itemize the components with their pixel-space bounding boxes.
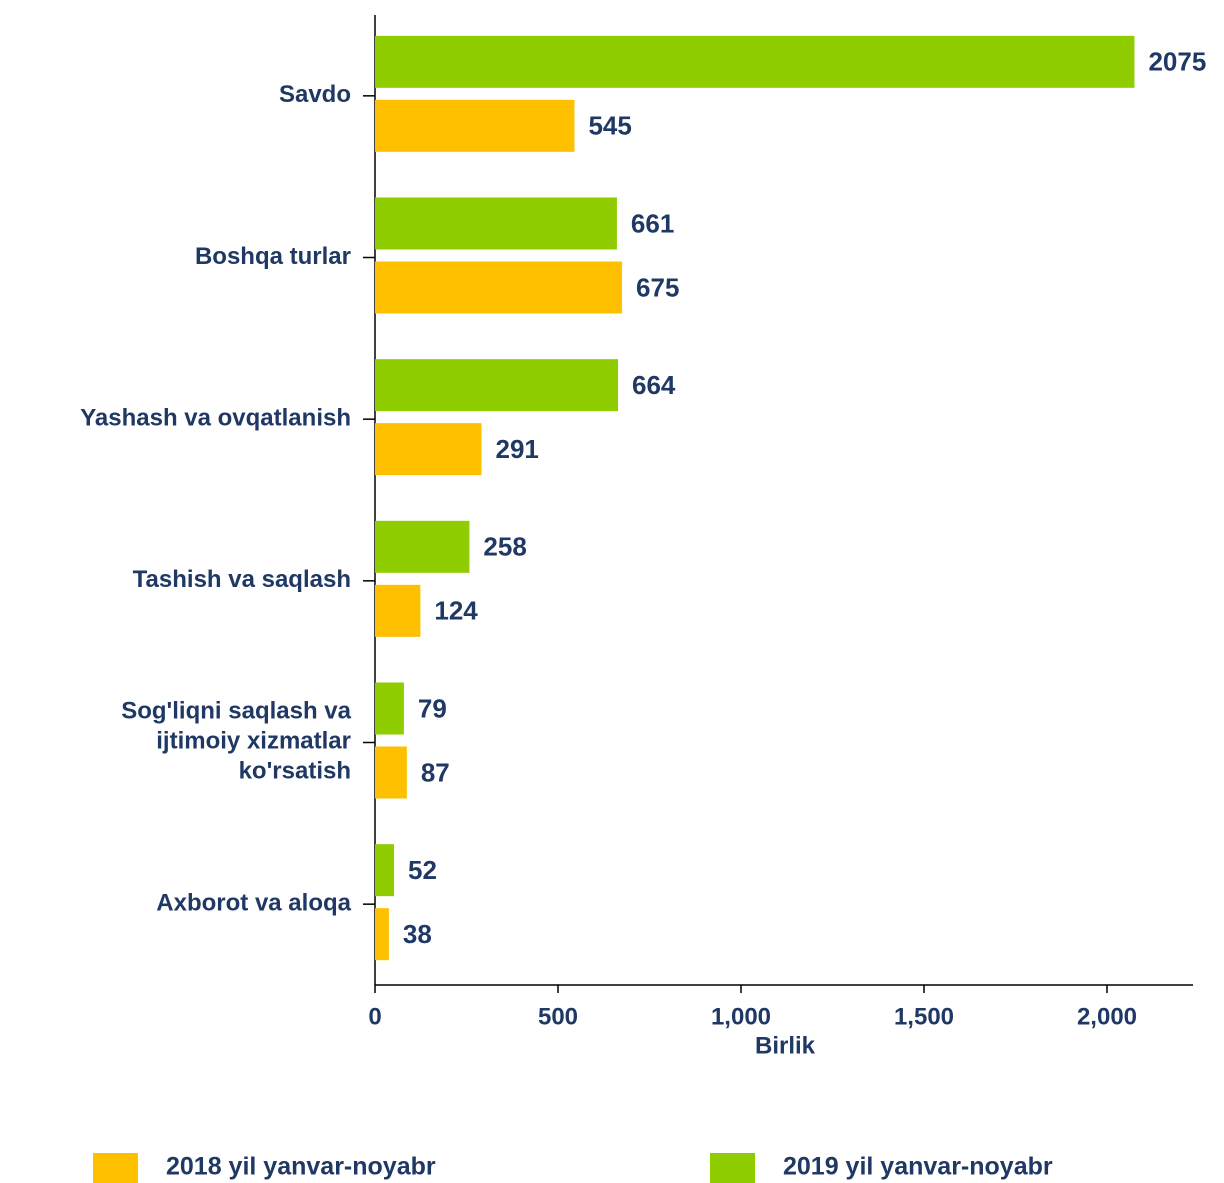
x-tick-label: 0 <box>368 1003 381 1030</box>
value-label: 124 <box>434 596 478 626</box>
value-label: 675 <box>636 272 679 302</box>
category-label: Tashish va saqlash <box>133 566 351 593</box>
legend-label: 2018 yil yanvar-noyabr <box>166 1153 436 1181</box>
category-label: Axborot va aloqa <box>156 890 351 917</box>
value-label: 258 <box>483 532 526 562</box>
value-label: 2075 <box>1148 47 1206 77</box>
value-label: 545 <box>588 111 631 141</box>
value-label: 79 <box>418 693 447 723</box>
x-tick-label: 1,500 <box>894 1003 954 1030</box>
legend-swatch <box>710 1153 755 1183</box>
bar <box>375 746 407 799</box>
bar <box>375 844 395 897</box>
category-label: Yashash va ovqatlanish <box>80 405 351 432</box>
bar <box>375 682 404 735</box>
value-label: 38 <box>403 919 432 949</box>
bar <box>375 261 623 314</box>
bar <box>375 908 389 961</box>
x-tick-label: 500 <box>538 1003 578 1030</box>
bar <box>375 584 421 637</box>
category-label: Boshqa turlar <box>195 243 351 270</box>
category-label: Savdo <box>279 81 351 108</box>
value-label: 661 <box>631 208 674 238</box>
value-label: 52 <box>408 855 437 885</box>
bar <box>375 99 575 152</box>
value-label: 664 <box>632 370 676 400</box>
legend-label: 2019 yil yanvar-noyabr <box>783 1153 1053 1181</box>
bar <box>375 423 482 476</box>
bar <box>375 35 1135 88</box>
bar <box>375 359 619 412</box>
x-tick-label: 1,000 <box>711 1003 771 1030</box>
bar <box>375 520 470 573</box>
value-label: 87 <box>421 757 450 787</box>
bar <box>375 197 617 250</box>
value-label: 291 <box>496 434 539 464</box>
x-tick-label: 2,000 <box>1077 1003 1137 1030</box>
legend-swatch <box>93 1153 138 1183</box>
category-label: Sog'liqni saqlash va ijtimoiy xizmatlar ko… <box>121 698 351 785</box>
x-axis-label: Birlik <box>755 1032 816 1059</box>
